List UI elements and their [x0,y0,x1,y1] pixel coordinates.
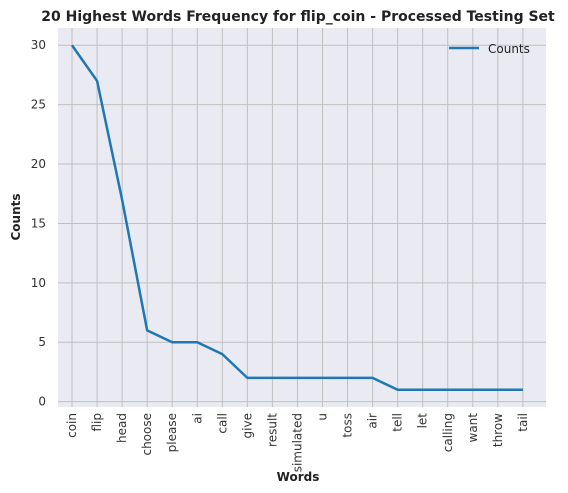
x-tick-label: let [416,413,430,429]
y-axis-label: Counts [9,193,23,240]
x-tick-label: tail [516,413,530,432]
series-lines [70,44,523,392]
y-tick-label: 5 [38,335,46,349]
x-tick-label: choose [140,413,154,456]
series-line-counts [70,44,523,392]
y-tick-label: 10 [31,276,46,290]
x-tick-label: toss [341,413,355,438]
x-tick-label: u [316,413,330,421]
x-tick-label: flip [90,413,104,432]
y-tick-label: 20 [31,157,46,171]
x-tick-label: tell [391,413,405,432]
x-tick-label: call [215,413,229,434]
y-tick-label: 25 [31,98,46,112]
x-tick-label: calling [441,413,455,452]
x-tick-label: ai [190,413,204,424]
x-tick-label: simulated [290,413,304,472]
y-tick-label: 30 [31,38,46,52]
legend-label: Counts [488,42,530,56]
y-tick-labels: 0 5 10 15 20 25 30 [31,38,46,408]
y-tick-label: 0 [38,395,46,409]
y-tick-label: 15 [31,216,46,230]
x-tick-label: please [165,413,179,452]
chart-title: 20 Highest Words Frequency for flip_coin… [41,9,555,25]
x-tick-label: want [466,413,480,443]
x-tick-label: throw [491,413,505,447]
grid [58,28,546,407]
plot-area [58,28,546,407]
x-tick-label: result [265,413,279,447]
legend: Counts [449,42,530,56]
x-axis-label: Words [277,470,320,484]
x-tick-label: give [240,413,254,438]
x-tick-label: air [366,413,380,429]
x-tick-labels: coin flip head choose please ai call give result… [65,413,530,473]
x-tick-label: coin [65,413,79,438]
x-tick-label: head [115,413,129,443]
